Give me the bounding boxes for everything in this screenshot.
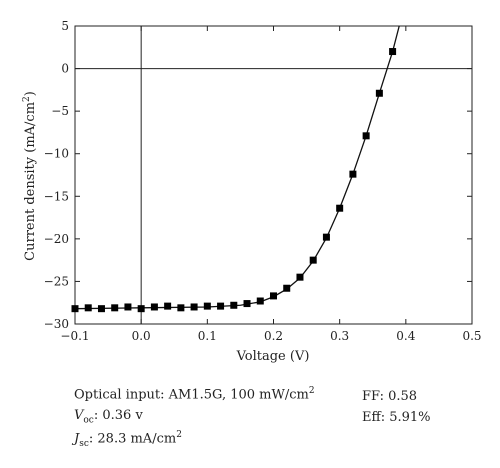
data-point xyxy=(336,204,344,212)
data-point xyxy=(111,304,119,312)
y-tick-label: −20 xyxy=(44,232,69,246)
data-point xyxy=(375,89,383,97)
data-point xyxy=(283,284,291,292)
y-tick-label: 0 xyxy=(61,62,69,76)
data-point xyxy=(177,304,185,312)
data-point xyxy=(84,304,92,312)
y-tick-label: −25 xyxy=(44,274,69,288)
data-point xyxy=(296,273,304,281)
x-axis-title: Voltage (V) xyxy=(236,349,310,364)
voc-note: Voc: 0.36 v xyxy=(74,408,143,426)
y-tick-label: −30 xyxy=(44,317,69,331)
jsc-note: Jsc: 28.3 mA/cm2 xyxy=(74,430,182,449)
eff-note: Eff: 5.91% xyxy=(362,410,431,425)
optical-input-note: Optical input: AM1.5G, 100 mW/cm2 xyxy=(74,386,315,403)
data-point xyxy=(124,303,132,311)
x-tick-label: 0.4 xyxy=(396,329,415,343)
data-point xyxy=(230,301,238,309)
ff-note: FF: 0.58 xyxy=(362,389,418,404)
y-axis-title: Current density (mA/cm2) xyxy=(22,91,38,261)
data-point xyxy=(137,305,145,313)
data-point xyxy=(270,292,277,300)
data-point xyxy=(71,305,79,313)
data-point xyxy=(309,256,317,264)
data-point xyxy=(150,303,158,311)
y-tick-label: −15 xyxy=(44,189,69,203)
x-tick-label: −0.1 xyxy=(60,329,89,343)
data-point xyxy=(164,302,172,310)
x-tick-label: 0.2 xyxy=(264,329,283,343)
data-point xyxy=(322,233,330,241)
data-point xyxy=(349,170,357,178)
data-point xyxy=(203,302,211,310)
x-tick-label: 0.1 xyxy=(198,329,217,343)
y-tick-label: −5 xyxy=(51,104,69,118)
data-point xyxy=(217,302,225,310)
data-point xyxy=(362,132,370,140)
data-point xyxy=(97,305,105,313)
data-point xyxy=(190,303,198,311)
x-tick-label: 0.5 xyxy=(462,329,481,343)
y-tick-label: −10 xyxy=(44,147,69,161)
plot-frame xyxy=(74,25,473,325)
x-tick-label: 0.3 xyxy=(330,329,349,343)
y-tick-label: 5 xyxy=(61,19,69,33)
data-point xyxy=(243,300,251,308)
x-tick-label: 0.0 xyxy=(132,329,151,343)
data-point xyxy=(256,297,264,305)
data-point xyxy=(389,48,397,56)
